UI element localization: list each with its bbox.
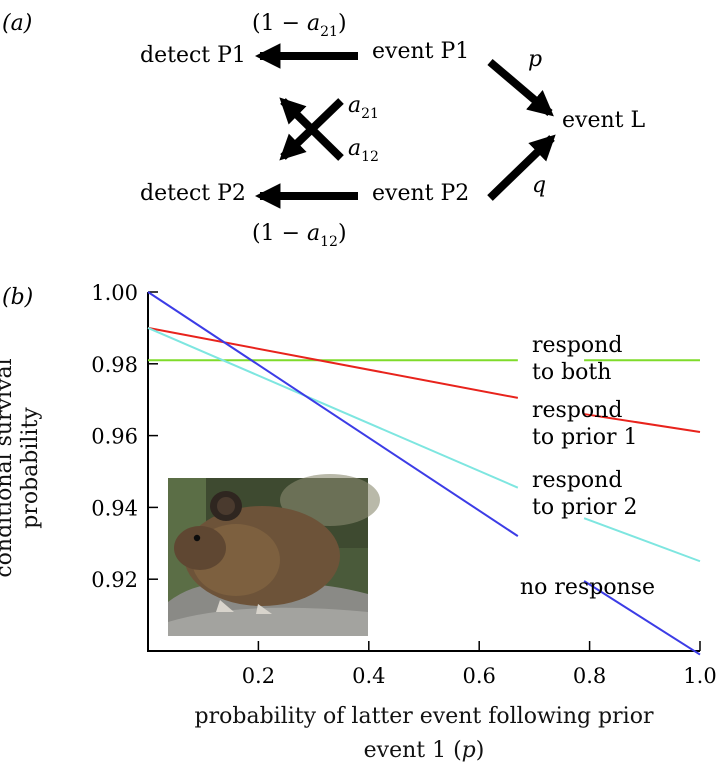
- y-tick-label: 0.94: [91, 496, 138, 520]
- node-event-p1: event P1: [372, 39, 469, 64]
- node-event-p2: event P2: [372, 181, 469, 206]
- panel-b-label: (b): [2, 285, 33, 310]
- label-one-minus-a21: (1 − a21): [252, 11, 347, 40]
- line-label-respond-to-both: respond to both: [532, 333, 622, 385]
- x-tick-label: 0.6: [462, 664, 495, 688]
- series-line-respond-to-prior-1: [147, 326, 519, 399]
- x-axis-label: probability of latter event following pr…: [148, 700, 700, 768]
- line-label-respond-to-prior-2: respond to prior 2: [532, 468, 637, 520]
- label-one-minus-a12: (1 − a12): [252, 221, 347, 250]
- series-line-no-response: [583, 580, 701, 656]
- series-line-respond-to-prior-1: [583, 413, 701, 433]
- axis-ticks: 0.2 0.4 0.6 0.8 1.0 0.92 0.94 0.96 0.98 1.00: [91, 281, 716, 688]
- panel-a-label: (a): [2, 11, 32, 36]
- panel-b-chart: (b) 0.2 0.4 0.6 0.8 1.00.920.940.960.981.00 …: [2, 281, 717, 688]
- y-axis-label-container: conditional survival probability: [0, 358, 43, 577]
- arrow-event-p2-to-event-l: [487, 134, 556, 201]
- x-tick-label: 0.4: [352, 664, 385, 688]
- x-axis-label-line2: event 1 (p): [363, 738, 485, 763]
- series-line-respond-to-prior-2: [583, 517, 701, 563]
- label-a12: a12: [348, 136, 379, 165]
- node-detect-p2: detect P2: [140, 181, 246, 206]
- label-a21: a21: [348, 93, 379, 122]
- series-line-respond-to-prior-2: [147, 326, 519, 489]
- series-line-no-response: [147, 291, 519, 537]
- series-layer: respond to both respond to prior 1 respond to…: [147, 291, 701, 656]
- label-q: q: [532, 173, 546, 198]
- y-tick-label: 0.98: [91, 353, 138, 377]
- x-axis-label-line1: probability of latter event following pr…: [194, 704, 654, 729]
- x-tick-label: 0.8: [573, 664, 606, 688]
- y-tick-label: 0.92: [91, 568, 138, 592]
- y-axis-label-line1: conditional survival: [0, 358, 17, 578]
- arrow-a12: [279, 98, 344, 161]
- node-detect-p1: detect P1: [140, 43, 246, 68]
- y-tick-label: 1.00: [91, 281, 138, 305]
- label-p: p: [528, 47, 542, 72]
- panel-a-diagram: (a) detect P1 event P1 event L detect P2…: [2, 11, 645, 250]
- y-tick-label: 0.96: [91, 425, 138, 449]
- x-tick-label: 0.2: [242, 664, 275, 688]
- pika-photo: [168, 474, 380, 636]
- y-axis-label-line2: probability: [18, 407, 43, 529]
- line-label-no-response: no response: [520, 575, 655, 600]
- line-label-respond-to-prior-1: respond to prior 1: [532, 398, 637, 450]
- x-tick-label: 1.0: [683, 664, 716, 688]
- arrow-event-p1-to-event-l: [487, 58, 554, 117]
- node-event-l: event L: [562, 108, 645, 133]
